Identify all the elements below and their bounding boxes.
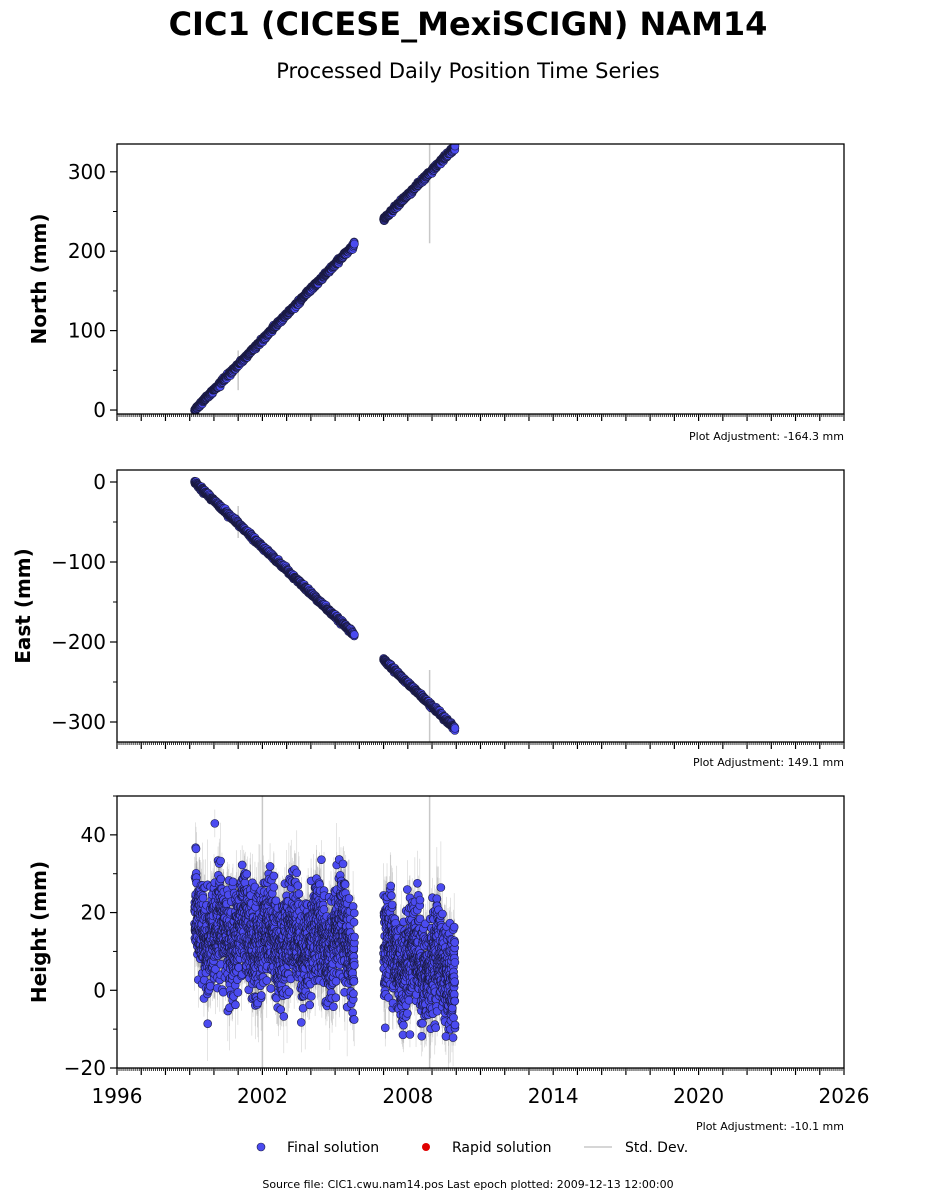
y-tick-label: −300 bbox=[51, 710, 106, 734]
data-point bbox=[198, 893, 208, 903]
data-point bbox=[269, 882, 279, 892]
y-tick-label: 100 bbox=[68, 319, 106, 343]
north-final-solution-points bbox=[190, 144, 460, 414]
east-axis-label: East (mm) bbox=[11, 548, 35, 664]
north-plot-adjustment: Plot Adjustment: -164.3 mm bbox=[689, 430, 844, 443]
y-tick-label: 0 bbox=[93, 398, 106, 422]
y-tick-label: −100 bbox=[51, 550, 106, 574]
data-point bbox=[269, 871, 279, 881]
data-point bbox=[265, 862, 275, 871]
y-tick-label: 0 bbox=[93, 470, 106, 494]
chart-title: CIC1 (CICESE_MexiSCIGN) NAM14 bbox=[169, 5, 768, 43]
y-tick-label: −200 bbox=[51, 630, 106, 654]
data-point bbox=[237, 860, 247, 870]
north-axis-label: North (mm) bbox=[27, 213, 51, 344]
data-point bbox=[317, 855, 326, 864]
north-panel: 0 100 200 300 North (mm) Plot Adjustment: -16… bbox=[27, 143, 845, 443]
data-point bbox=[293, 881, 303, 891]
data-point bbox=[305, 1000, 315, 1010]
y-tick-label: 200 bbox=[68, 239, 106, 263]
data-point bbox=[279, 1012, 289, 1021]
data-point bbox=[294, 889, 304, 899]
data-point bbox=[292, 868, 302, 878]
height-final-solution-points bbox=[190, 819, 460, 1042]
data-point bbox=[228, 877, 238, 887]
data-point bbox=[350, 239, 359, 249]
data-point bbox=[242, 869, 252, 879]
data-point bbox=[203, 1019, 212, 1028]
data-point bbox=[296, 1018, 306, 1027]
data-point bbox=[284, 987, 294, 997]
data-point bbox=[191, 844, 201, 854]
data-point bbox=[350, 630, 359, 639]
chart-subtitle: Processed Daily Position Time Series bbox=[276, 59, 660, 83]
data-point bbox=[450, 144, 460, 151]
data-point bbox=[210, 819, 220, 828]
data-point bbox=[450, 724, 460, 733]
east-plot-area bbox=[190, 476, 460, 742]
data-point bbox=[257, 991, 266, 1000]
data-point bbox=[233, 988, 243, 997]
data-point bbox=[205, 981, 215, 991]
east-plot-adjustment: Plot Adjustment: 149.1 mm bbox=[693, 756, 844, 769]
data-point bbox=[231, 1000, 240, 1010]
data-point bbox=[216, 874, 226, 884]
data-point bbox=[266, 984, 276, 993]
data-point bbox=[216, 856, 225, 866]
north-plot-area bbox=[190, 144, 460, 414]
y-tick-label: 300 bbox=[68, 160, 106, 184]
data-point bbox=[271, 896, 281, 906]
data-point bbox=[307, 992, 316, 1001]
data-point bbox=[262, 976, 272, 985]
east-panel: 0 −100 −200 −300 East (mm) Plot Adjustment: 1… bbox=[11, 469, 845, 769]
east-final-solution-points bbox=[190, 476, 460, 735]
